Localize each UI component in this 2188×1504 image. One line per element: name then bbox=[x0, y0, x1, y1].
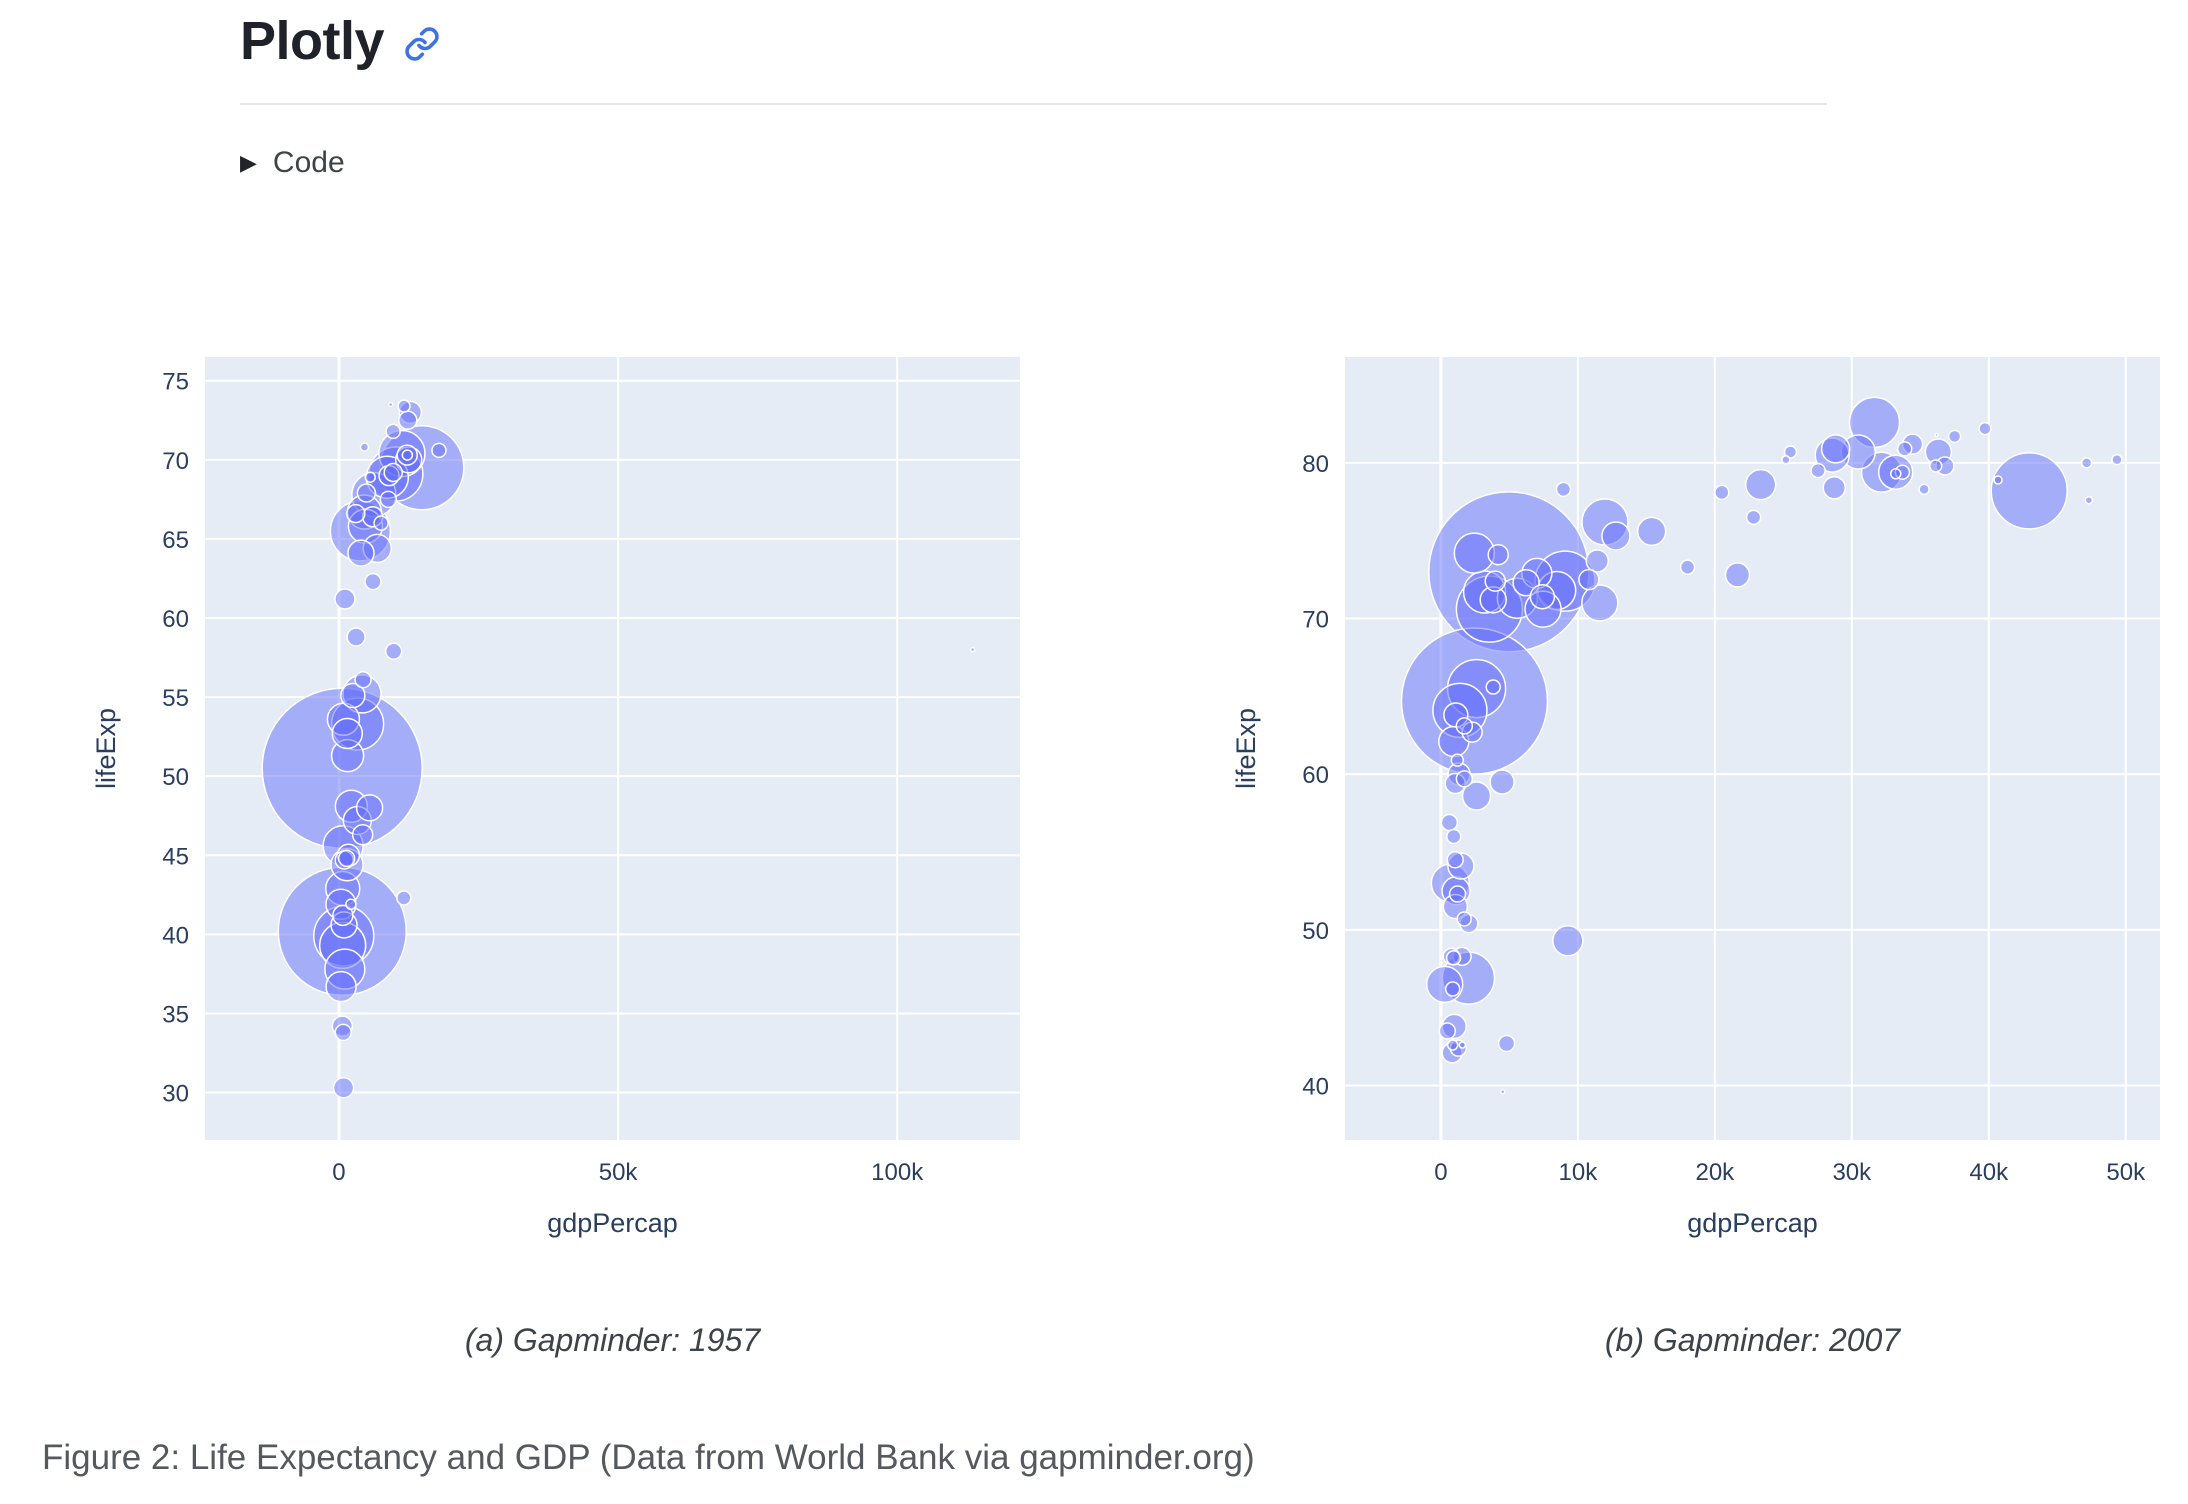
svg-text:20k: 20k bbox=[1695, 1159, 1735, 1186]
svg-text:lifeExp: lifeExp bbox=[1231, 708, 1261, 789]
svg-text:gdpPercap: gdpPercap bbox=[1687, 1208, 1818, 1238]
svg-text:40: 40 bbox=[162, 922, 189, 949]
svg-text:70: 70 bbox=[1302, 607, 1329, 634]
svg-text:30: 30 bbox=[162, 1081, 189, 1108]
heading-row: Plotly bbox=[240, 10, 440, 72]
divider bbox=[240, 103, 1827, 105]
svg-text:30k: 30k bbox=[1832, 1159, 1872, 1186]
svg-text:0: 0 bbox=[332, 1159, 345, 1186]
chart-caption-2007: (b) Gapminder: 2007 bbox=[1604, 1322, 1901, 1358]
svg-text:50k: 50k bbox=[599, 1159, 639, 1186]
svg-text:80: 80 bbox=[1302, 451, 1329, 478]
bubble-chart-2007[interactable]: 0 10k 20k 30k 40k 50k 40 50 60 70 80 gdpPercap lifeE… bbox=[1185, 349, 2165, 1279]
svg-text:40: 40 bbox=[1302, 1074, 1329, 1101]
figure-caption: Figure 2: Life Expectancy and GDP (Data … bbox=[42, 1438, 1255, 1477]
caret-right-icon: ▶ bbox=[240, 150, 257, 175]
svg-text:100k: 100k bbox=[871, 1159, 924, 1186]
svg-text:45: 45 bbox=[162, 843, 189, 870]
chart-caption-1957: (a) Gapminder: 1957 bbox=[464, 1322, 761, 1358]
svg-text:75: 75 bbox=[162, 369, 189, 396]
svg-text:lifeExp: lifeExp bbox=[91, 708, 121, 789]
svg-text:70: 70 bbox=[162, 448, 189, 475]
bubble-chart-1957[interactable]: 0 50k 100k 30 35 40 45 50 55 60 65 70 75 gdpPercap lif… bbox=[45, 349, 1025, 1279]
svg-text:35: 35 bbox=[162, 1001, 189, 1028]
code-toggle[interactable]: ▶ Code bbox=[240, 146, 345, 180]
svg-text:gdpPercap: gdpPercap bbox=[547, 1208, 678, 1238]
svg-text:40k: 40k bbox=[1969, 1159, 2009, 1186]
svg-text:50: 50 bbox=[162, 764, 189, 791]
svg-text:0: 0 bbox=[1434, 1159, 1447, 1186]
svg-text:60: 60 bbox=[1302, 762, 1329, 789]
page-title: Plotly bbox=[240, 11, 385, 71]
svg-text:50k: 50k bbox=[2106, 1159, 2146, 1186]
svg-text:10k: 10k bbox=[1559, 1159, 1599, 1186]
svg-text:55: 55 bbox=[162, 685, 189, 712]
svg-text:65: 65 bbox=[162, 527, 189, 554]
anchor-link-icon[interactable] bbox=[404, 26, 440, 62]
svg-text:50: 50 bbox=[1302, 918, 1329, 945]
code-toggle-label: Code bbox=[272, 146, 345, 179]
svg-text:60: 60 bbox=[162, 606, 189, 633]
